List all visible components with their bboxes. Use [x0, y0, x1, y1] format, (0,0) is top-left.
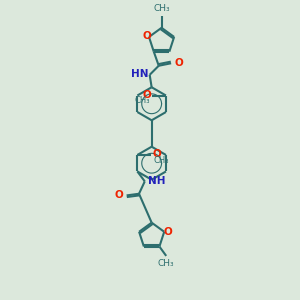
- Text: CH₃: CH₃: [154, 156, 169, 165]
- Text: CH₃: CH₃: [134, 96, 150, 105]
- Text: CH₃: CH₃: [157, 259, 174, 268]
- Text: O: O: [142, 31, 151, 41]
- Text: HN: HN: [131, 69, 149, 79]
- Text: NH: NH: [148, 176, 166, 185]
- Text: O: O: [142, 90, 151, 100]
- Text: O: O: [152, 149, 161, 159]
- Text: O: O: [163, 227, 172, 237]
- Text: O: O: [115, 190, 124, 200]
- Text: CH₃: CH₃: [153, 4, 170, 13]
- Text: O: O: [174, 58, 183, 68]
